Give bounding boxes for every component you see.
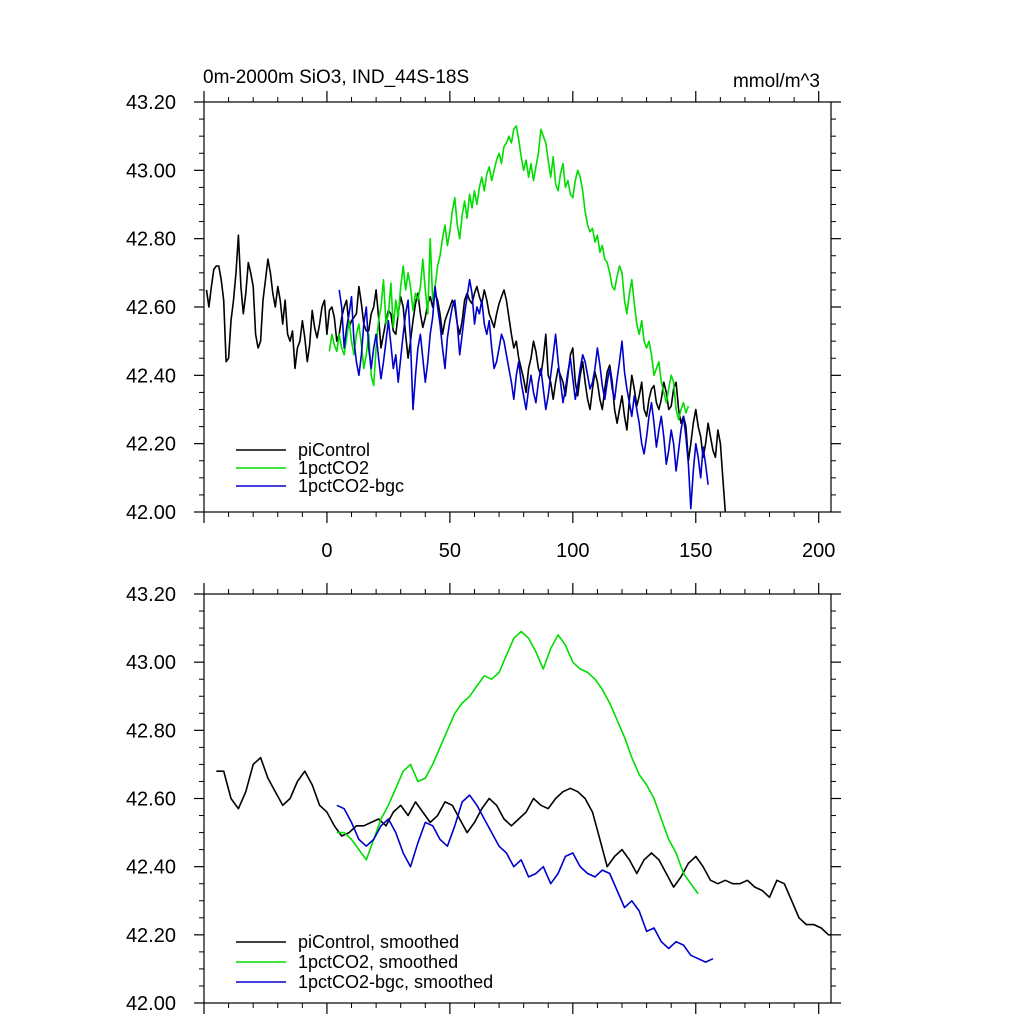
legend-label: piControl, smoothed xyxy=(298,932,459,952)
legend-label: 1pctCO2 xyxy=(298,458,369,478)
x-tick-label: 100 xyxy=(556,540,589,562)
y-tick-label: 42.80 xyxy=(126,720,176,742)
y-tick-label: 43.00 xyxy=(126,160,176,182)
bottom-panel: 42.00 42.20 42.40 42.60 42.80 43.00 43.20 piCon… xyxy=(126,583,841,1015)
y-tick-label: 43.00 xyxy=(126,652,176,674)
y-tick-label: 42.80 xyxy=(126,229,176,251)
y-tick-label: 42.00 xyxy=(126,993,176,1015)
x-tick-label: 50 xyxy=(439,540,461,562)
legend-label: 1pctCO2-bgc xyxy=(298,476,404,496)
series-line-1pctCO2-bgc xyxy=(336,794,714,963)
series-line-piControl xyxy=(216,756,831,936)
chart-title: 0m-2000m SiO3, IND_44S-18S xyxy=(203,67,469,88)
y-tick-label: 42.40 xyxy=(126,857,176,879)
x-tick-label: 0 xyxy=(321,540,332,562)
y-tick-label: 42.60 xyxy=(126,297,176,319)
y-tick-label: 42.60 xyxy=(126,789,176,811)
y-tick-label: 42.20 xyxy=(126,434,176,456)
top-panel: 42.00 42.20 42.40 42.60 42.80 43.00 43.20 0 50 10… xyxy=(126,91,841,562)
legend-label: piControl xyxy=(298,440,370,460)
series-line-1pctCO2 xyxy=(328,125,690,421)
legend-label: 1pctCO2, smoothed xyxy=(298,952,458,972)
series-line-1pctCO2 xyxy=(336,630,699,895)
units-label: mmol/m^3 xyxy=(733,71,820,92)
x-tick-label: 150 xyxy=(679,540,712,562)
y-tick-label: 43.20 xyxy=(126,584,176,606)
series-line-1pctCO2-bgc xyxy=(338,278,709,510)
legend-label: 1pctCO2-bgc, smoothed xyxy=(298,972,493,992)
y-tick-label: 42.20 xyxy=(126,925,176,947)
y-tick-label: 42.40 xyxy=(126,365,176,387)
y-tick-label: 43.20 xyxy=(126,92,176,114)
y-tick-label: 42.00 xyxy=(126,502,176,524)
series-line-piControl xyxy=(205,234,727,512)
x-tick-label: 200 xyxy=(802,540,835,562)
